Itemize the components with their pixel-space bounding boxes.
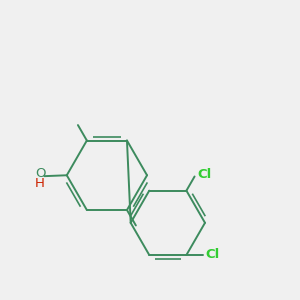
Text: O: O (35, 167, 45, 180)
Text: Cl: Cl (198, 168, 212, 181)
Text: Cl: Cl (206, 248, 220, 262)
Text: H: H (35, 177, 45, 190)
